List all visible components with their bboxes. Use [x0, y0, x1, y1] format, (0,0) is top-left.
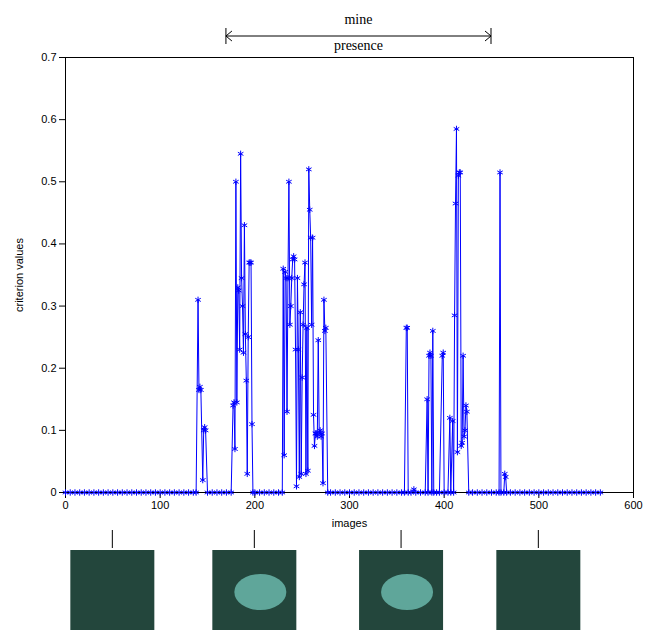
svg-text:0.5: 0.5: [41, 175, 56, 187]
svg-text:400: 400: [435, 499, 453, 511]
svg-text:criterion values: criterion values: [13, 238, 25, 312]
svg-text:0.7: 0.7: [41, 51, 56, 63]
svg-text:600: 600: [624, 499, 642, 511]
svg-text:0.4: 0.4: [41, 237, 56, 249]
svg-text:0: 0: [62, 499, 68, 511]
svg-text:300: 300: [340, 499, 358, 511]
svg-text:0.3: 0.3: [41, 300, 56, 312]
svg-text:mine: mine: [344, 12, 372, 27]
svg-text:0.6: 0.6: [41, 113, 56, 125]
svg-text:images: images: [332, 517, 368, 529]
svg-text:200: 200: [246, 499, 264, 511]
svg-text:presence: presence: [334, 38, 383, 53]
svg-text:500: 500: [530, 499, 548, 511]
svg-text:0.1: 0.1: [41, 424, 56, 436]
svg-text:0.2: 0.2: [41, 362, 56, 374]
svg-text:100: 100: [151, 499, 169, 511]
svg-text:0: 0: [50, 486, 56, 498]
